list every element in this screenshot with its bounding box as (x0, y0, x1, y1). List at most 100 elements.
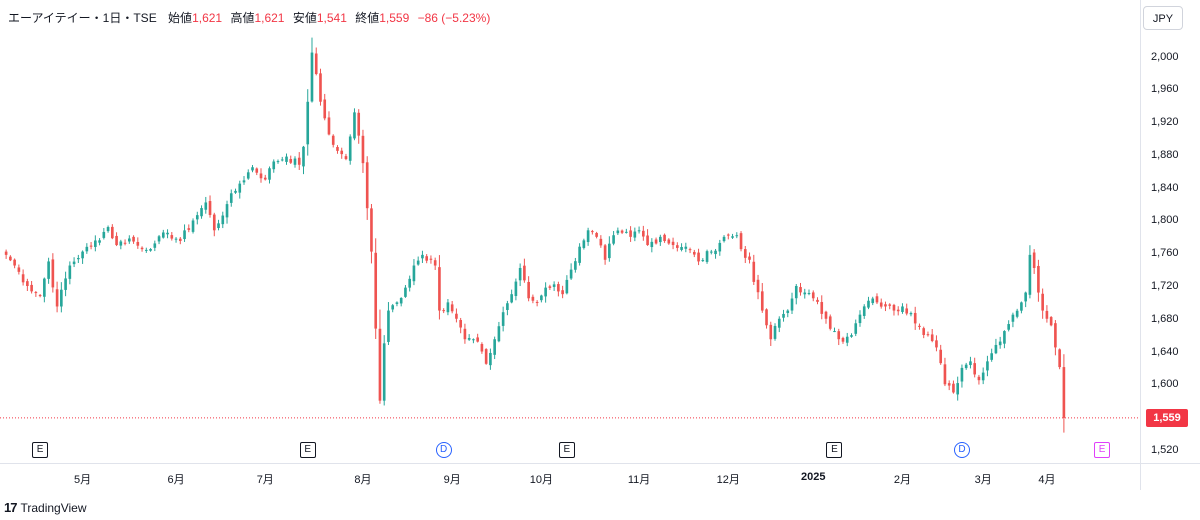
candle-body (629, 230, 632, 237)
candle-body (370, 208, 373, 252)
dividend-marker[interactable]: D (435, 442, 452, 458)
candle-body (777, 318, 781, 328)
candle-body (943, 364, 947, 385)
candle-body (416, 260, 420, 265)
candle-body (705, 251, 709, 262)
candle-body (862, 306, 866, 316)
candle-body (374, 252, 378, 329)
candle-body (348, 136, 352, 161)
price-tick-label: 1,920 (1151, 116, 1179, 129)
candle-body (276, 161, 280, 163)
low-value: 1,541 (316, 11, 347, 25)
candle-body (523, 265, 526, 281)
candle-body (13, 259, 16, 266)
candle-body (111, 226, 114, 239)
candle-body (191, 220, 195, 232)
candle-body (799, 287, 802, 293)
candle-body (1045, 310, 1049, 319)
candle-body (692, 251, 696, 255)
earnings-marker[interactable]: E (32, 442, 49, 458)
candle-body (336, 147, 339, 151)
candle-body (425, 256, 428, 261)
candle-body (820, 302, 824, 314)
candle-body (552, 284, 556, 287)
candle-body (790, 298, 794, 311)
candle-body (47, 261, 50, 279)
candle-body (30, 284, 33, 292)
close-value: 1,559 (379, 11, 410, 25)
currency-button[interactable]: JPY (1143, 6, 1183, 30)
time-axis-divider (0, 463, 1200, 464)
candle-body (412, 265, 416, 282)
candle-body (574, 261, 577, 270)
earnings-marker[interactable]: E (558, 442, 575, 458)
candle-body (565, 279, 569, 294)
tradingview-brand[interactable]: 17 TradingView (4, 500, 87, 515)
candle-body (378, 328, 382, 401)
candle-body (123, 242, 127, 244)
candle-body (187, 228, 191, 230)
candle-body (569, 269, 573, 279)
dividend-marker[interactable]: D (953, 442, 970, 458)
candle-body (765, 309, 768, 326)
candle-body (548, 286, 552, 288)
candle-body (149, 249, 152, 251)
candle-body (884, 304, 887, 307)
earnings-marker[interactable]: E (826, 442, 843, 458)
candle-body (969, 361, 972, 366)
open-value: 1,621 (192, 11, 223, 25)
candle-body (612, 235, 615, 244)
candle-body (501, 312, 505, 326)
candle-body (446, 302, 450, 313)
candle-body (981, 372, 985, 381)
candle-body (654, 239, 658, 244)
candle-body (854, 323, 858, 334)
candle-body (811, 292, 815, 299)
candle-body (786, 310, 790, 314)
candle-body (255, 168, 259, 173)
candle-body (234, 190, 237, 193)
candle-body (77, 258, 80, 260)
candle-body (34, 292, 38, 294)
candle-body (735, 235, 739, 237)
candle-body (9, 256, 12, 261)
candle-body (391, 305, 395, 310)
high-value: 1,621 (254, 11, 285, 25)
change-value: −86 (−5.23%) (417, 11, 491, 25)
candle-body (314, 53, 318, 74)
candle-body (913, 312, 917, 324)
time-tick-label: 4月 (1038, 474, 1056, 486)
candle-body (297, 157, 301, 165)
candle-body (285, 156, 288, 162)
candle-body (497, 326, 501, 342)
candle-body (399, 297, 403, 304)
candle-body (1003, 331, 1006, 344)
candle-body (89, 245, 93, 247)
candle-body (620, 230, 624, 233)
candle-body (442, 310, 445, 312)
candle-body (251, 167, 254, 171)
candle-body (225, 204, 229, 218)
candle-body (408, 278, 412, 288)
candle-body (773, 325, 777, 339)
time-tick-label: 2月 (893, 474, 912, 486)
candle-body (433, 260, 437, 266)
symbol-title: エーアイテイー・1日・TSE (8, 11, 157, 25)
candle-body (990, 353, 993, 360)
earnings-marker[interactable]: E (1094, 442, 1111, 458)
candle-body (608, 243, 611, 259)
earnings-marker[interactable]: E (299, 442, 316, 458)
candle-body (132, 236, 135, 242)
candle-body (960, 367, 964, 382)
candle-body (263, 177, 267, 180)
candle-body (527, 281, 530, 299)
candle-body (637, 230, 641, 232)
candle-body (531, 296, 535, 301)
candle-body (867, 300, 870, 308)
candle-body (956, 383, 960, 395)
candle-body (166, 232, 169, 235)
candle-body (1020, 302, 1023, 311)
price-tick-label: 1,720 (1151, 280, 1179, 292)
candle-body (178, 238, 182, 241)
